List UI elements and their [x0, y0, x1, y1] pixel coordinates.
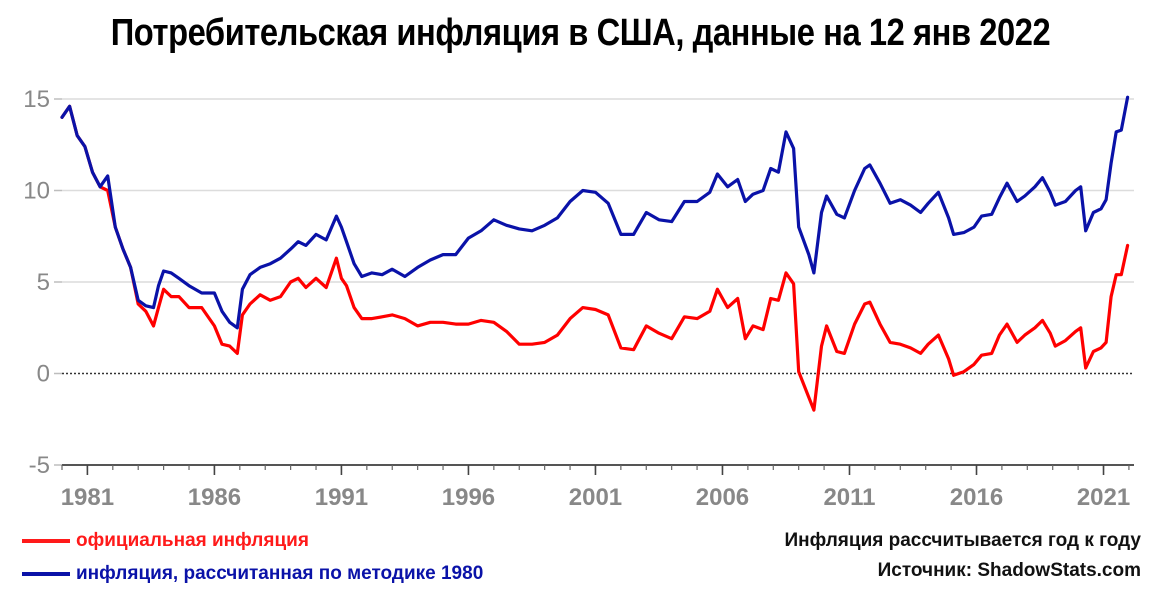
legend-official: официальная инфляция [22, 530, 309, 552]
series-official-line [60, 104, 1130, 412]
x-tick-label: 1986 [188, 484, 241, 511]
x-tick-label: 1981 [61, 484, 114, 511]
x-tick-label: 2006 [696, 484, 749, 511]
axis-layer: 15 10 5 0 -5 1981 1986 1991 1996 2001 2006 2011 2016… [23, 86, 1134, 511]
legend-shadow: инфляция, рассчитанная по методике 1980 [22, 563, 483, 585]
x-tick-label: 2021 [1077, 484, 1130, 511]
series-layer [60, 95, 1130, 412]
note-source: Источник: ShadowStats.com [877, 560, 1141, 581]
legend-official-swatch [22, 538, 70, 543]
x-tick-label: 1991 [315, 484, 368, 511]
y-tick-label: -5 [29, 452, 50, 479]
y-tick-label: 5 [37, 269, 50, 296]
chart-title: Потребительская инфляция в США, данные н… [110, 12, 1051, 54]
legend-shadow-label: инфляция, рассчитанная по методике 1980 [76, 563, 484, 584]
legend-shadow-swatch [22, 571, 70, 576]
legend-official-label: официальная инфляция [76, 530, 309, 551]
grid-layer [62, 98, 1134, 466]
y-tick-label: 15 [23, 86, 50, 113]
y-tick-label: 0 [37, 361, 50, 388]
y-tick-label: 10 [23, 178, 50, 205]
x-tick-label: 2011 [823, 484, 875, 511]
series-shadowstats-line [60, 95, 1130, 330]
x-tick-label: 2016 [950, 484, 1003, 511]
x-tick-label: 2001 [569, 484, 622, 511]
chart-plot: 15 10 5 0 -5 1981 1986 1991 1996 2001 2006 2011 2016… [23, 86, 1134, 511]
x-tick-label: 1996 [442, 484, 495, 511]
note-yoy: Инфляция рассчитывается год к году [784, 530, 1141, 551]
